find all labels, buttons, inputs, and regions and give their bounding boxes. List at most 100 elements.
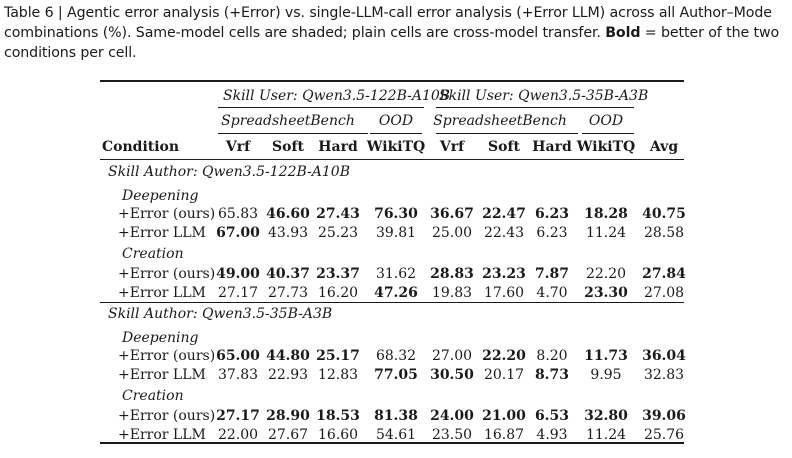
mode-label: Creation [122, 388, 184, 404]
column-header: Soft [272, 139, 304, 155]
condition-label: +Error LLM [118, 285, 206, 301]
value-cell: 81.38 [374, 408, 418, 424]
value-cell: 22.20 [585, 266, 627, 282]
value-cell: 40.37 [266, 266, 310, 282]
mode-label: Deepening [122, 188, 199, 204]
column-header: WikiTQ [576, 139, 636, 155]
value-cell: 27.73 [267, 285, 309, 301]
value-cell: 76.30 [374, 206, 418, 222]
condition-label: +Error LLM [118, 427, 206, 443]
caption-bold-word: Bold [605, 25, 641, 41]
value-cell: 18.28 [584, 206, 628, 222]
column-header: Hard [318, 139, 358, 155]
value-cell: 68.32 [375, 348, 417, 364]
value-cell: 36.67 [430, 206, 474, 222]
header-underline [370, 133, 422, 134]
value-cell: 36.04 [642, 348, 686, 364]
value-cell: 22.93 [267, 367, 309, 383]
mode-label: Deepening [122, 330, 199, 346]
value-cell: 7.87 [534, 266, 570, 282]
value-cell: 30.50 [430, 367, 474, 383]
value-cell: 39.81 [375, 225, 417, 241]
condition-label: +Error (ours) [118, 348, 216, 364]
user-group-label: Skill User: Qwen3.5-122B-A10B [223, 88, 451, 104]
value-cell: 77.05 [374, 367, 418, 383]
author-label: Skill Author: Qwen3.5-122B-A10B [108, 164, 350, 180]
value-cell: 4.70 [536, 285, 568, 301]
condition-label: +Error LLM [118, 367, 206, 383]
column-header: Condition [102, 139, 180, 155]
value-cell: 22.00 [217, 427, 259, 443]
value-cell: 65.83 [217, 206, 259, 222]
value-cell: 25.17 [316, 348, 360, 364]
condition-label: +Error (ours) [118, 408, 216, 424]
value-cell: 23.37 [316, 266, 360, 282]
table-rule [100, 442, 684, 444]
value-cell: 16.20 [317, 285, 359, 301]
value-cell: 47.26 [374, 285, 418, 301]
value-cell: 32.83 [643, 367, 685, 383]
header-underline [436, 133, 578, 134]
column-header: Hard [532, 139, 572, 155]
header-underline [218, 133, 368, 134]
value-cell: 28.83 [430, 266, 474, 282]
benchmark-label: SpreadsheetBench [221, 113, 355, 129]
results-table: Skill User: Qwen3.5-122B-A10B Skill User:… [100, 0, 686, 458]
value-cell: 27.17 [216, 408, 260, 424]
value-cell: 24.00 [430, 408, 474, 424]
value-cell: 28.58 [643, 225, 685, 241]
column-header: WikiTQ [366, 139, 426, 155]
value-cell: 11.73 [584, 348, 628, 364]
value-cell: 16.60 [317, 427, 359, 443]
value-cell: 25.23 [317, 225, 359, 241]
value-cell: 19.83 [431, 285, 473, 301]
value-cell: 54.61 [375, 427, 417, 443]
value-cell: 43.93 [267, 225, 309, 241]
value-cell: 11.24 [585, 427, 627, 443]
value-cell: 27.00 [431, 348, 473, 364]
user-group-label: Skill User: Qwen3.5-35B-A3B [439, 88, 649, 104]
value-cell: 23.30 [584, 285, 628, 301]
mode-label: Creation [122, 246, 184, 262]
value-cell: 28.90 [266, 408, 310, 424]
value-cell: 31.62 [375, 266, 417, 282]
value-cell: 49.00 [216, 266, 260, 282]
table-rule [100, 80, 684, 82]
value-cell: 23.50 [431, 427, 473, 443]
value-cell: 22.47 [482, 206, 526, 222]
value-cell: 40.75 [642, 206, 686, 222]
value-cell: 9.95 [590, 367, 622, 383]
value-cell: 17.60 [483, 285, 525, 301]
column-header: Vrf [225, 139, 251, 155]
value-cell: 25.00 [431, 225, 473, 241]
value-cell: 39.06 [642, 408, 686, 424]
value-cell: 6.53 [534, 408, 570, 424]
author-label: Skill Author: Qwen3.5-35B-A3B [108, 306, 333, 322]
value-cell: 20.17 [483, 367, 525, 383]
value-cell: 8.20 [536, 348, 568, 364]
caption-suffix: = better of the two conditions per cell. [4, 25, 780, 61]
value-cell: 46.60 [266, 206, 310, 222]
table-rule [100, 159, 684, 160]
column-header: Vrf [439, 139, 465, 155]
value-cell: 18.53 [316, 408, 360, 424]
value-cell: 67.00 [216, 225, 260, 241]
value-cell: 44.80 [266, 348, 310, 364]
caption-text: Table 6 | Agentic error analysis (+Error… [4, 5, 772, 41]
value-cell: 65.00 [216, 348, 260, 364]
table-caption: Table 6 | Agentic error analysis (+Error… [4, 3, 790, 63]
value-cell: 21.00 [482, 408, 526, 424]
value-cell: 37.83 [217, 367, 259, 383]
value-cell: 4.93 [536, 427, 568, 443]
table-rule [100, 302, 684, 303]
value-cell: 12.83 [317, 367, 359, 383]
benchmark-label: OOD [378, 113, 414, 129]
value-cell: 27.08 [643, 285, 685, 301]
value-cell: 27.17 [217, 285, 259, 301]
value-cell: 27.67 [267, 427, 309, 443]
value-cell: 16.87 [483, 427, 525, 443]
column-header: Soft [488, 139, 520, 155]
value-cell: 8.73 [534, 367, 570, 383]
value-cell: 11.24 [585, 225, 627, 241]
value-cell: 22.43 [483, 225, 525, 241]
